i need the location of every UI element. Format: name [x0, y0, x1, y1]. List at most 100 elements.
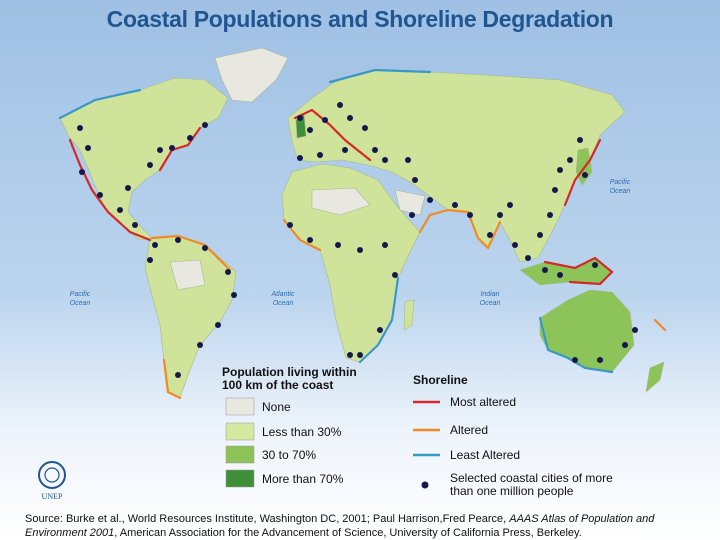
city-dot: [347, 352, 353, 358]
city-dot: [567, 157, 573, 163]
city-dot: [77, 125, 83, 131]
source-text: Source: Burke et al., World Resources In…: [25, 513, 510, 525]
city-dot: [597, 357, 603, 363]
north-america: [59, 77, 229, 241]
logo-circle: [38, 461, 66, 489]
city-dot: [132, 222, 138, 228]
city-dot: [557, 167, 563, 173]
swatch-30-70: [225, 445, 255, 464]
logo-inner: [44, 467, 60, 483]
swatch-less-30: [225, 422, 255, 441]
coast-altered: [653, 318, 667, 332]
city-dot: [392, 272, 398, 278]
sahara-patch: [311, 187, 371, 216]
city-dot: [577, 137, 583, 143]
legend-title-line: 100 km of the coast: [222, 378, 334, 392]
ocean-label: Pacific Ocean: [69, 291, 91, 307]
city-dot: [147, 162, 153, 168]
city-dot: [552, 187, 558, 193]
city-dot: [175, 372, 181, 378]
new-zealand: [645, 361, 665, 393]
city-dot: [322, 117, 328, 123]
legend-label: Least Altered: [450, 448, 521, 462]
legend-label: 30 to 70%: [262, 448, 317, 462]
city-dot: [405, 157, 411, 163]
city-dot: [537, 232, 543, 238]
swatch-none: [225, 397, 255, 416]
coast-altered: [150, 234, 232, 272]
city-dot: [362, 125, 368, 131]
coast-most-altered: [563, 138, 602, 207]
cities-legend-label: Selected coastal cities of more than one…: [450, 472, 613, 498]
coast-least-altered: [328, 68, 432, 84]
city-dot: [117, 207, 123, 213]
city-dot: [357, 352, 363, 358]
city-dot: [412, 177, 418, 183]
eurasia: [287, 69, 626, 263]
coast-most-altered: [68, 138, 152, 242]
coast-least-altered: [358, 276, 400, 364]
population-legend-title: Population living within 100 km of the c…: [222, 366, 357, 392]
legend-label: Most altered: [450, 395, 517, 409]
legend-line: Selected coastal cities of more: [450, 471, 613, 485]
city-dot: [557, 272, 563, 278]
land: [59, 47, 665, 399]
city-dot: [287, 222, 293, 228]
logo-text: UNEP: [41, 492, 63, 501]
city-dot: [512, 242, 518, 248]
city-dot: [382, 242, 388, 248]
legend-label: Less than 30%: [262, 425, 342, 439]
city-dot: [497, 212, 503, 218]
coast-altered: [418, 208, 502, 250]
city-dot: [507, 202, 513, 208]
arabia-patch: [394, 189, 426, 216]
city-dot: [147, 257, 153, 263]
swatch-more-70: [225, 469, 255, 488]
legend-label: More than 70%: [262, 472, 344, 486]
city-dot: [152, 242, 158, 248]
city-dot: [372, 147, 378, 153]
coast-most-altered: [158, 126, 202, 172]
city-dot: [572, 357, 578, 363]
city-dot: [542, 267, 548, 273]
city-dot: [382, 157, 388, 163]
city-dot: [169, 145, 175, 151]
map-title: Coastal Populations and Shoreline Degrad…: [106, 6, 614, 32]
source-note: Source: Burke et al., World Resources In…: [25, 512, 705, 540]
city-dot: [202, 245, 208, 251]
legend-title-line: Population living within: [222, 365, 357, 379]
city-dot: [335, 242, 341, 248]
city-dot: [632, 327, 638, 333]
madagascar: [403, 299, 415, 331]
city-dot: [525, 255, 531, 261]
ocean-label: Indian Ocean: [479, 291, 501, 307]
city-dot: [215, 322, 221, 328]
coast-altered: [162, 358, 182, 400]
city-dot: [297, 155, 303, 161]
city-dot: [175, 237, 181, 243]
city-dot: [467, 212, 473, 218]
amazon-patch: [169, 259, 206, 291]
city-dot: [197, 342, 203, 348]
city-dot: [157, 147, 163, 153]
ocean-label: Atlantic Ocean: [271, 291, 295, 307]
city-dot: [297, 115, 303, 121]
city-dot: [427, 197, 433, 203]
australia: [539, 289, 635, 373]
city-dot: [225, 269, 231, 275]
ocean-label: Pacific Ocean: [609, 179, 631, 195]
source-text: , American Association for the Advanceme…: [114, 527, 582, 539]
city-dot: [307, 237, 313, 243]
city-dot: [231, 292, 237, 298]
city-dot: [337, 102, 343, 108]
city-dot: [592, 262, 598, 268]
city-dot: [317, 152, 323, 158]
legend-swatches: [225, 397, 255, 488]
shoreline-legend-title: Shoreline: [413, 373, 468, 387]
legend-label: None: [262, 400, 291, 414]
legend-line: than one million people: [450, 484, 574, 498]
coastlines: [58, 68, 667, 400]
city-dot: [97, 192, 103, 198]
city-dot: [582, 172, 588, 178]
